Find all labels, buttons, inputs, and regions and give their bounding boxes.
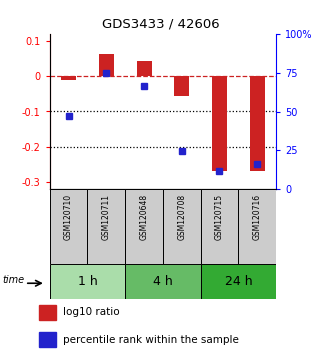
Text: percentile rank within the sample: percentile rank within the sample xyxy=(63,335,239,345)
Bar xyxy=(39,304,56,320)
FancyBboxPatch shape xyxy=(163,189,201,264)
Text: GSM120711: GSM120711 xyxy=(102,194,111,240)
Text: log10 ratio: log10 ratio xyxy=(63,307,119,317)
Text: GSM120710: GSM120710 xyxy=(64,194,73,240)
FancyBboxPatch shape xyxy=(201,264,276,299)
FancyBboxPatch shape xyxy=(125,264,201,299)
FancyBboxPatch shape xyxy=(201,189,238,264)
FancyBboxPatch shape xyxy=(87,189,125,264)
Text: GDS3433 / 42606: GDS3433 / 42606 xyxy=(102,17,219,30)
Bar xyxy=(250,76,265,171)
Text: GSM120716: GSM120716 xyxy=(253,194,262,240)
Text: GSM120648: GSM120648 xyxy=(140,194,149,240)
Text: 1 h: 1 h xyxy=(78,275,97,288)
Bar xyxy=(61,76,76,80)
Text: 4 h: 4 h xyxy=(153,275,173,288)
Text: GSM120708: GSM120708 xyxy=(177,194,186,240)
Bar xyxy=(99,54,114,76)
Text: time: time xyxy=(3,275,25,285)
Bar xyxy=(212,76,227,171)
Bar xyxy=(174,76,189,96)
FancyBboxPatch shape xyxy=(238,189,276,264)
Bar xyxy=(39,332,56,347)
FancyBboxPatch shape xyxy=(125,189,163,264)
Bar xyxy=(136,61,152,76)
Text: 24 h: 24 h xyxy=(224,275,252,288)
Text: GSM120715: GSM120715 xyxy=(215,194,224,240)
FancyBboxPatch shape xyxy=(50,189,87,264)
FancyBboxPatch shape xyxy=(50,264,125,299)
